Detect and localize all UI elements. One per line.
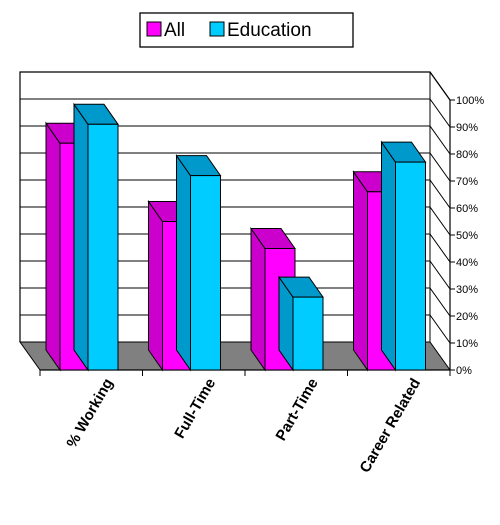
bars: [45, 102, 427, 372]
bar-education-working: [73, 102, 119, 372]
y-tick-label: 90%: [456, 122, 478, 134]
bar-all-part-time-side: [250, 226, 266, 372]
gridline: [20, 98, 451, 128]
bar-education-part-time: [278, 275, 324, 372]
bar-education-full-time-front: [190, 175, 221, 371]
y-tick-label: 100%: [456, 95, 484, 107]
legend-swatch-education: [209, 21, 225, 37]
y-tick-label: 0%: [456, 365, 472, 377]
legend-label-all: All: [164, 20, 185, 41]
y-tick-label: 50%: [456, 230, 478, 242]
y-tick-label: 20%: [456, 311, 478, 323]
bar-education-full-time-side: [176, 154, 191, 372]
bar-all-working-side: [45, 121, 61, 372]
y-tick-label: 80%: [456, 149, 478, 161]
legend: All Education: [139, 12, 354, 48]
legend-swatch-all: [146, 21, 162, 37]
y-tick-label: 30%: [456, 284, 478, 296]
bar-education-full-time: [175, 154, 222, 372]
bar-education-working-side: [73, 102, 89, 372]
bar-education-career-related: [380, 140, 427, 372]
legend-label-education: Education: [227, 20, 312, 41]
y-tick-label: 60%: [456, 203, 478, 215]
bar-all-career-related-side: [353, 170, 368, 372]
bar-education-career-related-side: [381, 140, 396, 372]
gridline: [20, 125, 451, 155]
gridline: [20, 71, 451, 101]
legend-box: [139, 12, 354, 48]
bar-education-career-related-front: [395, 161, 426, 371]
bar-education-working-front: [87, 123, 119, 371]
gridline: [20, 179, 451, 209]
gridline: [20, 152, 451, 182]
bar-all-full-time-side: [148, 199, 163, 372]
y-tick-label: 40%: [456, 257, 478, 269]
y-tick-label: 70%: [456, 176, 478, 188]
bar-education-part-time-front: [292, 296, 324, 371]
y-axis: 0% 10% 20% 30% 40% 50% 60% 70% 80% 90% 100%: [449, 95, 484, 377]
y-tick-label: 10%: [456, 338, 478, 350]
